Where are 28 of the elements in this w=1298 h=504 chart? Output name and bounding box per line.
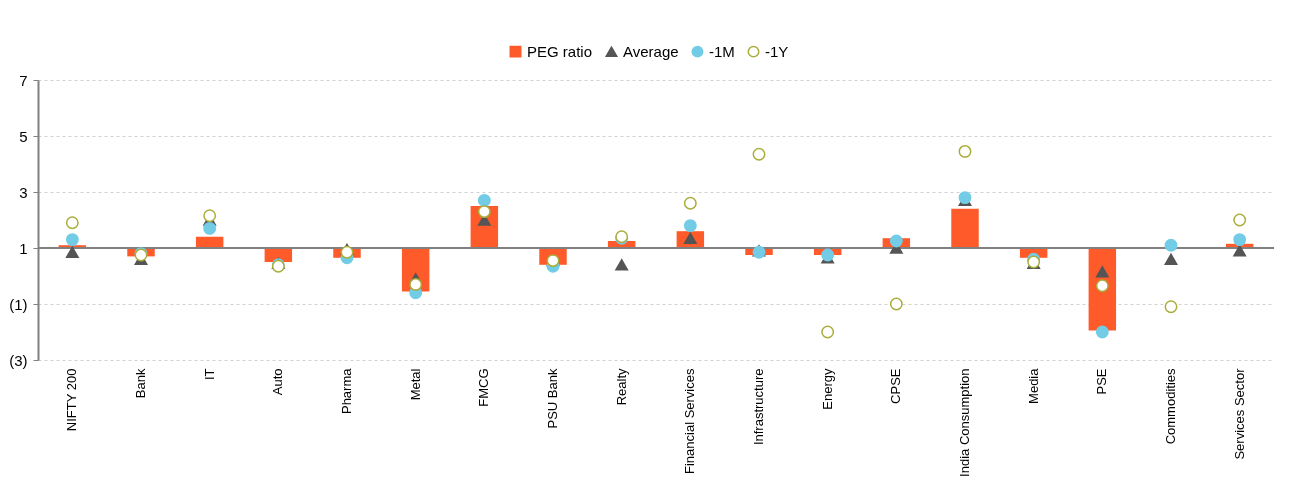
x-tick-label: Financial Services <box>682 368 698 474</box>
x-tick-label: NIFTY 200 <box>64 368 80 432</box>
y-tick-label: 7 <box>19 71 28 89</box>
x-tick-label: Realty <box>613 368 629 406</box>
legend-label: Average <box>623 42 679 60</box>
y-tick-label: (3) <box>9 351 28 369</box>
x-tick-label: Auto <box>270 368 286 396</box>
x-tick-label: FMCG <box>476 368 492 407</box>
x-tick-label: Commodities <box>1163 368 1178 445</box>
x-tick-label: PSE <box>1094 368 1110 395</box>
y-tick-label: 5 <box>19 127 28 145</box>
x-tick-label: Services Sector <box>1231 367 1247 460</box>
x-tick-label: Pharma <box>339 367 354 415</box>
y-tick-label: (1) <box>9 295 28 313</box>
x-tick-label: Metal <box>407 368 423 401</box>
x-tick-label: CPSE <box>888 368 904 404</box>
x-tick-label: IT <box>201 368 217 381</box>
x-tick-label: Energy <box>819 368 835 410</box>
x-tick-label: Bank <box>133 368 148 399</box>
x-tick-label: Infrastructure <box>751 368 766 446</box>
y-tick-label: 1 <box>19 239 28 257</box>
legend-label: -1Y <box>765 42 789 60</box>
x-tick-label: Media <box>1025 367 1041 404</box>
x-tick-label: PSU Bank <box>545 368 560 429</box>
y-tick-label: 3 <box>19 183 28 201</box>
legend-label: PEG ratio <box>527 42 593 60</box>
legend-label: -1M <box>709 42 735 60</box>
x-tick-label: India Consumption <box>957 368 972 477</box>
